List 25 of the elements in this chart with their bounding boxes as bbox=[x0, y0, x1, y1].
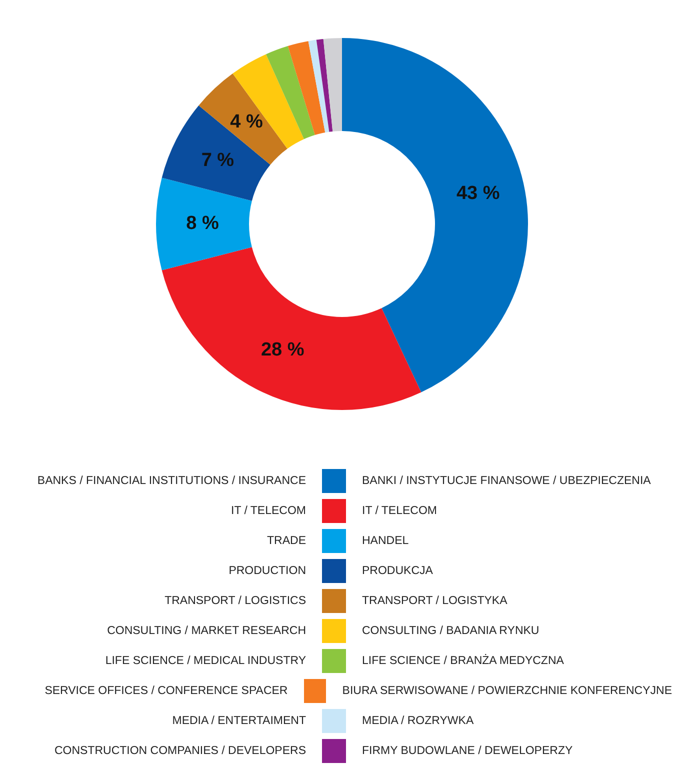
category-label: BIURA SERWISOWANE / POWIERZCHNIE KONFERENCYJNE bbox=[342, 685, 672, 697]
legend-label: BANKS / FINANCIAL INSTITUTIONS / INSURANCE bbox=[36, 475, 306, 487]
category-label: PRODUKCJA bbox=[362, 565, 433, 577]
data-label: 43 % bbox=[456, 182, 500, 204]
category-label: LIFE SCIENCE / BRANŻA MEDYCZNA bbox=[362, 655, 564, 667]
category-label: BANKI / INSTYTUCJE FINANSOWE / UBEZPIECZENIA bbox=[362, 475, 651, 487]
data-label: 8 % bbox=[186, 213, 219, 234]
legend-label: IT / TELECOM bbox=[230, 505, 306, 517]
category-label: TRANSPORT / LOGISTYKA bbox=[362, 595, 508, 607]
legend-label: MEDIA / ENTERTAIMENT bbox=[171, 715, 306, 727]
category-label: HANDEL bbox=[362, 535, 409, 547]
legend-label: TRANSPORT / LOGISTICS bbox=[164, 595, 306, 607]
legend-label: TRADE bbox=[266, 535, 306, 547]
data-label: 28 % bbox=[260, 339, 304, 360]
legend-label: LIFE SCIENCE / MEDICAL INDUSTRY bbox=[104, 655, 306, 667]
data-label: 4 % bbox=[230, 112, 263, 133]
legend-label: PRODUCTION bbox=[228, 565, 306, 577]
category-label: FIRMY BUDOWLANE / DEWELOPERZY bbox=[362, 745, 573, 757]
category-label: CONSULTING / BADANIA RYNKU bbox=[362, 625, 540, 637]
legend-label: SERVICE OFFICES / CONFERENCE SPACER bbox=[44, 685, 288, 697]
legend-label: CONSULTING / MARKET RESEARCH bbox=[106, 625, 306, 637]
legend-label: CONSTRUCTION COMPANIES / DEVELOPERS bbox=[53, 745, 306, 757]
category-label: MEDIA / ROZRYWKA bbox=[362, 715, 474, 727]
data-label: 7 % bbox=[201, 150, 234, 171]
category-label: IT / TELECOM bbox=[362, 505, 437, 517]
